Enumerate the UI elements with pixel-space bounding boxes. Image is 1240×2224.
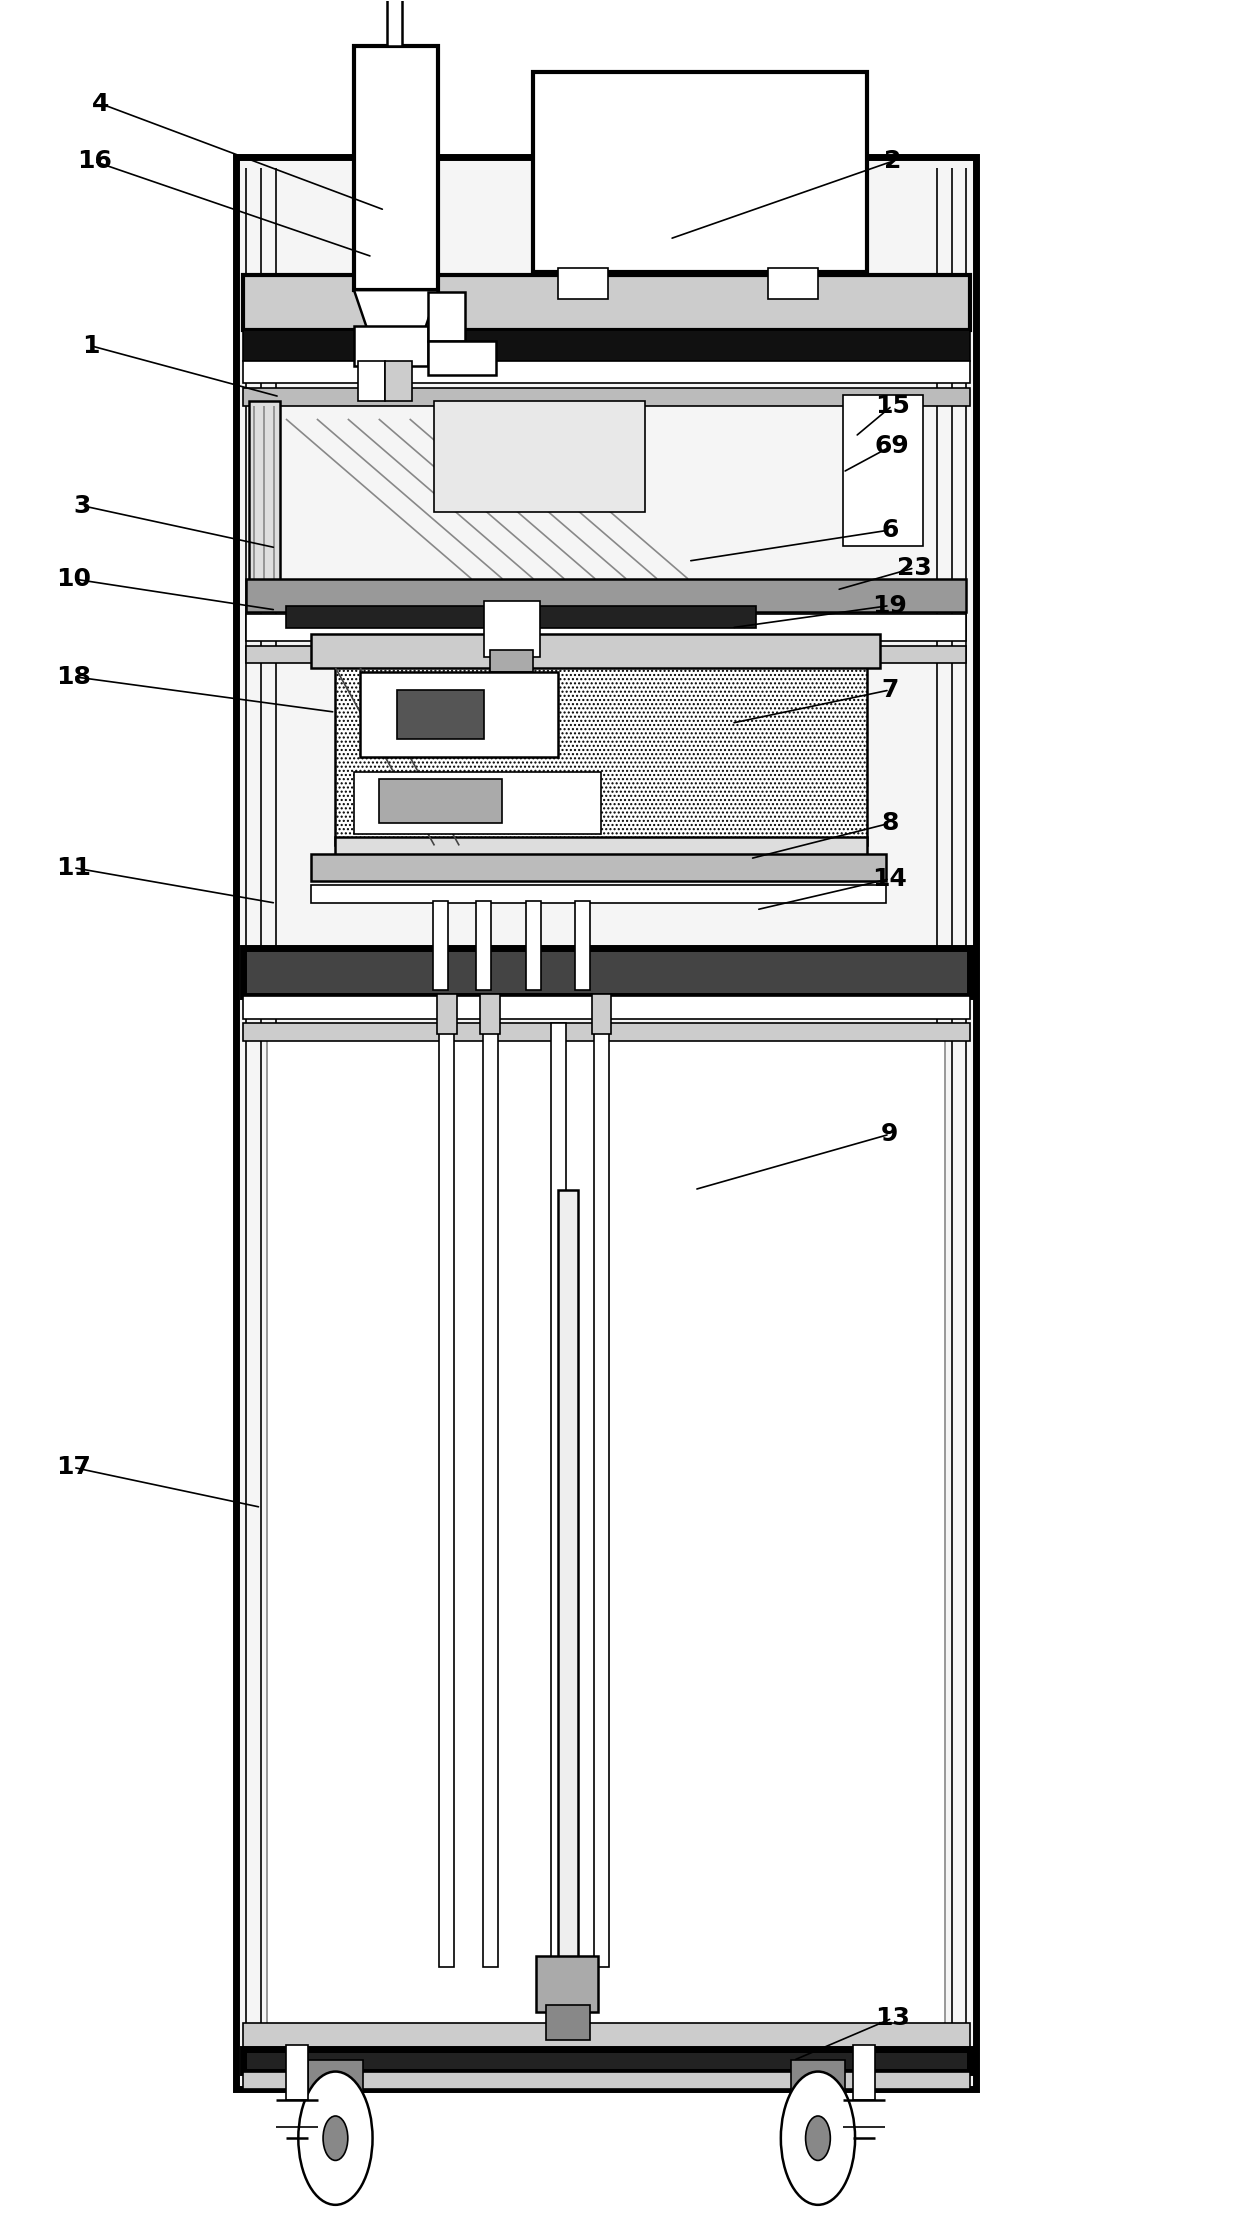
Text: 18: 18 xyxy=(56,665,91,689)
Bar xyxy=(843,394,923,545)
Text: 19: 19 xyxy=(872,594,908,618)
Circle shape xyxy=(781,2071,856,2204)
Bar xyxy=(480,994,500,1034)
Circle shape xyxy=(324,2115,347,2160)
Bar xyxy=(378,778,502,823)
Text: 3: 3 xyxy=(73,494,91,518)
Bar xyxy=(546,2004,590,2039)
Bar xyxy=(243,329,970,360)
Bar xyxy=(384,360,412,400)
Bar xyxy=(484,600,539,656)
Bar xyxy=(434,400,645,512)
Bar xyxy=(243,996,970,1019)
Bar xyxy=(243,274,970,329)
Bar xyxy=(243,947,970,996)
Bar xyxy=(353,772,601,834)
Bar xyxy=(243,1023,970,1041)
Bar xyxy=(558,267,608,298)
Bar xyxy=(433,901,448,990)
Bar xyxy=(311,854,887,881)
Bar xyxy=(428,340,496,374)
Bar xyxy=(243,360,970,383)
Bar xyxy=(482,1023,497,1968)
Bar xyxy=(769,267,818,298)
Bar xyxy=(428,291,465,340)
Bar xyxy=(526,901,541,990)
Bar xyxy=(558,1190,578,1968)
Bar xyxy=(243,387,970,405)
Bar xyxy=(533,73,868,271)
Bar xyxy=(286,605,756,627)
Bar xyxy=(243,2022,970,2048)
Text: 69: 69 xyxy=(874,434,910,458)
Bar xyxy=(853,2044,875,2099)
Bar xyxy=(286,2044,309,2099)
Text: 17: 17 xyxy=(56,1454,91,1479)
Bar xyxy=(336,836,868,863)
Text: 7: 7 xyxy=(882,678,899,703)
Bar xyxy=(243,2071,970,2088)
Bar xyxy=(360,672,558,756)
Bar xyxy=(536,1957,598,2010)
Bar xyxy=(268,1034,945,2066)
Bar xyxy=(247,578,966,612)
Bar xyxy=(387,0,402,47)
Bar xyxy=(336,656,868,845)
Text: 14: 14 xyxy=(872,867,908,892)
Bar xyxy=(490,649,533,672)
Bar xyxy=(249,400,280,589)
Bar xyxy=(476,901,491,990)
Bar xyxy=(791,2059,846,2099)
Text: 23: 23 xyxy=(897,556,931,580)
Bar xyxy=(436,994,456,1034)
Bar xyxy=(357,360,384,400)
Bar xyxy=(247,614,966,641)
Text: 11: 11 xyxy=(56,856,91,881)
Polygon shape xyxy=(353,289,438,329)
Bar xyxy=(397,689,484,738)
Bar xyxy=(311,885,887,903)
Text: 6: 6 xyxy=(882,518,899,543)
Text: 4: 4 xyxy=(92,91,109,116)
Bar xyxy=(575,901,590,990)
Text: 2: 2 xyxy=(884,149,901,173)
Text: 8: 8 xyxy=(882,812,899,836)
Text: 9: 9 xyxy=(882,1123,899,1145)
Bar xyxy=(237,158,976,2088)
Text: 10: 10 xyxy=(56,567,91,592)
Text: 15: 15 xyxy=(874,394,910,418)
Text: 13: 13 xyxy=(874,2006,910,2031)
Bar xyxy=(353,325,428,365)
Bar xyxy=(243,2048,970,2071)
Circle shape xyxy=(299,2071,372,2204)
Text: 16: 16 xyxy=(77,149,112,173)
Bar xyxy=(247,645,966,663)
Bar xyxy=(309,2059,362,2099)
Bar xyxy=(353,47,438,289)
Circle shape xyxy=(806,2115,831,2160)
Bar xyxy=(551,1023,565,1968)
Text: 1: 1 xyxy=(82,334,99,358)
Bar xyxy=(591,994,611,1034)
Bar xyxy=(311,634,880,667)
Bar xyxy=(594,1023,609,1968)
Bar xyxy=(439,1023,454,1968)
